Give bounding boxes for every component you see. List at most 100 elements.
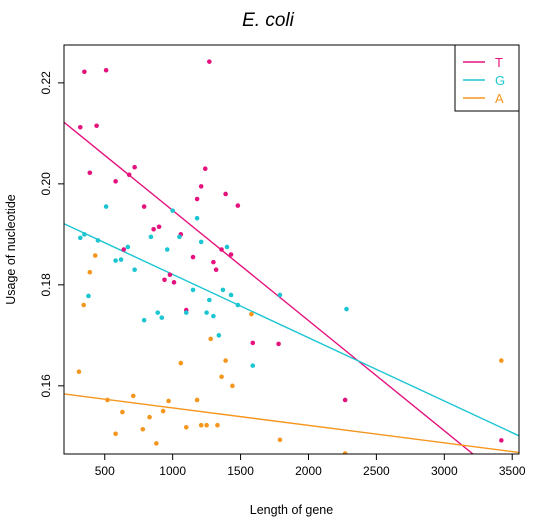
data-point-a [140, 426, 146, 432]
data-point-g [216, 333, 222, 338]
data-point-a [87, 269, 93, 275]
data-point-t [151, 227, 156, 232]
data-point-a [113, 431, 118, 437]
legend-label: G [495, 73, 505, 88]
data-point-a [76, 369, 82, 374]
data-point-g [190, 287, 196, 293]
regression-lines [64, 121, 519, 454]
data-point-g [164, 247, 170, 252]
data-point-g [132, 267, 137, 272]
data-point-t [499, 438, 504, 443]
data-point-a [277, 437, 283, 443]
data-point-g [148, 234, 154, 240]
data-point-g [344, 306, 349, 312]
data-point-t [94, 123, 99, 129]
data-point-g [224, 244, 230, 250]
data-point-t [82, 69, 87, 75]
legend: TGA [454, 44, 520, 112]
data-point-t [132, 164, 137, 170]
data-point-t [213, 267, 219, 272]
data-point-a [499, 358, 504, 363]
data-point-a [166, 398, 171, 404]
data-point-t [77, 125, 83, 130]
data-point-t [171, 280, 177, 285]
data-point-g [198, 239, 204, 245]
x-tick-label: 2500 [363, 464, 390, 478]
legend-box [454, 44, 520, 112]
data-point-a [105, 397, 110, 403]
data-point-a [160, 408, 166, 414]
data-point-a [194, 397, 200, 403]
data-point-g [228, 292, 234, 298]
regression-line-g [64, 223, 519, 437]
data-point-g [155, 310, 161, 315]
data-point-a [130, 393, 136, 399]
data-point-a [215, 422, 220, 428]
data-point-g [220, 287, 226, 293]
y-axis-title: Usage of nucleotide [4, 194, 18, 305]
data-point-a [92, 253, 98, 258]
data-point-a [204, 422, 209, 428]
data-point-t [121, 247, 127, 252]
data-point-g [141, 317, 147, 323]
data-point-t [223, 191, 228, 197]
data-point-t [250, 340, 256, 346]
data-point-g [103, 204, 109, 209]
data-point-t [342, 397, 348, 403]
data-point-g [86, 293, 91, 299]
data-point-g [77, 235, 83, 241]
data-point-g [194, 215, 200, 221]
data-point-t [126, 172, 132, 178]
data-point-a [147, 414, 152, 420]
x-axis-title: Length of gene [250, 503, 333, 517]
y-tick-label: 0.18 [39, 273, 53, 297]
data-point-g [125, 244, 131, 250]
data-point-g [95, 238, 101, 243]
data-point-a [120, 409, 125, 415]
data-point-a [208, 336, 213, 342]
data-point-t [113, 179, 118, 184]
data-point-a [230, 383, 235, 389]
data-point-t [202, 166, 208, 172]
data-point-a [183, 424, 189, 430]
data-point-t [103, 67, 109, 73]
regression-line-t [64, 121, 475, 454]
legend-label: T [495, 55, 503, 70]
data-point-a [219, 374, 224, 380]
x-tick-label: 3000 [431, 464, 458, 478]
data-point-g [235, 302, 241, 308]
data-point-g [113, 258, 118, 263]
data-point-t [141, 204, 147, 209]
data-point-g [159, 315, 165, 320]
x-tick-label: 2000 [295, 464, 322, 478]
x-tick-label: 3500 [499, 464, 526, 478]
data-point-a [249, 311, 254, 317]
chart-title: E. coli [242, 10, 295, 31]
data-point-t [198, 184, 204, 189]
data-point-g [183, 310, 189, 315]
regression-line-a [64, 393, 519, 454]
data-point-g [118, 257, 124, 262]
data-point-t [167, 272, 173, 278]
data-point-t [194, 196, 200, 202]
legend-label: A [495, 91, 504, 106]
data-point-g [250, 363, 256, 368]
data-point-t [276, 341, 281, 347]
x-tick-label: 1000 [159, 464, 186, 478]
data-point-g [82, 232, 87, 237]
data-point-g [170, 208, 175, 213]
data-point-a [154, 441, 159, 446]
data-point-a [81, 302, 86, 308]
y-tick-label: 0.20 [39, 172, 53, 196]
data-point-t [219, 247, 224, 252]
data-points [76, 59, 504, 454]
data-point-g [204, 310, 209, 315]
x-tick-label: 500 [95, 464, 115, 478]
data-point-t [156, 224, 162, 230]
data-point-g [277, 292, 283, 298]
y-tick-label: 0.22 [39, 71, 53, 95]
x-axis: 500 1000 1500 2000 2500 3000 3500 [95, 453, 526, 478]
y-axis: 0.16 0.18 0.20 0.22 [39, 71, 65, 398]
data-point-a [342, 451, 348, 454]
